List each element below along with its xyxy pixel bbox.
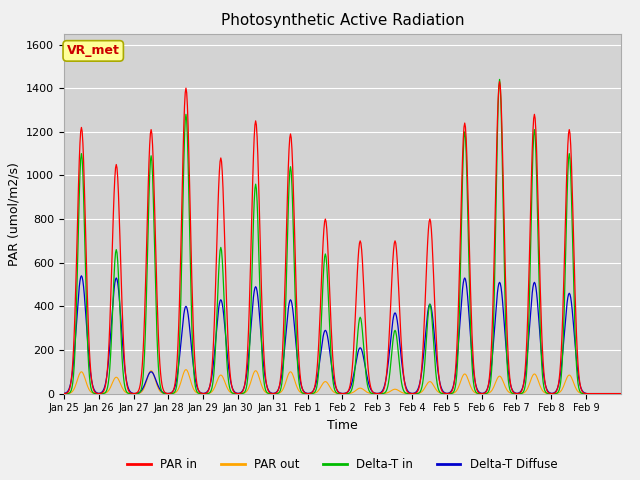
X-axis label: Time: Time	[327, 419, 358, 432]
Text: VR_met: VR_met	[67, 44, 120, 58]
Y-axis label: PAR (umol/m2/s): PAR (umol/m2/s)	[8, 162, 20, 265]
Title: Photosynthetic Active Radiation: Photosynthetic Active Radiation	[221, 13, 464, 28]
Legend: PAR in, PAR out, Delta-T in, Delta-T Diffuse: PAR in, PAR out, Delta-T in, Delta-T Dif…	[123, 454, 562, 476]
